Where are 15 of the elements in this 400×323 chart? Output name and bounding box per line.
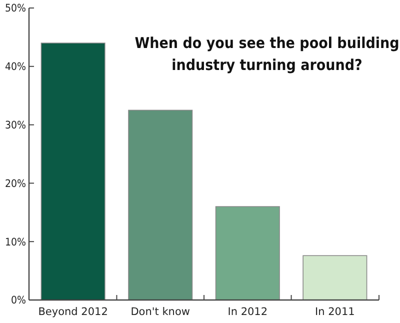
- x-tick-label: In 2011: [315, 306, 355, 318]
- y-tick-label: 0%: [11, 294, 26, 307]
- y-tick-label: 50%: [5, 2, 26, 15]
- x-tick-label: In 2012: [228, 306, 268, 318]
- y-tick-label: 40%: [5, 61, 26, 74]
- x-tick-label: Don't know: [130, 306, 190, 318]
- bar: [128, 110, 193, 300]
- x-tick-label: Beyond 2012: [38, 306, 108, 318]
- bar: [215, 206, 280, 300]
- bar: [302, 255, 368, 300]
- bar: [40, 42, 106, 300]
- y-tick-label: 20%: [5, 178, 26, 190]
- y-tick-label: 10%: [5, 236, 26, 248]
- y-tick-label: 30%: [5, 119, 26, 132]
- text: When do you see the pool building industry turning around?: [134, 34, 400, 74]
